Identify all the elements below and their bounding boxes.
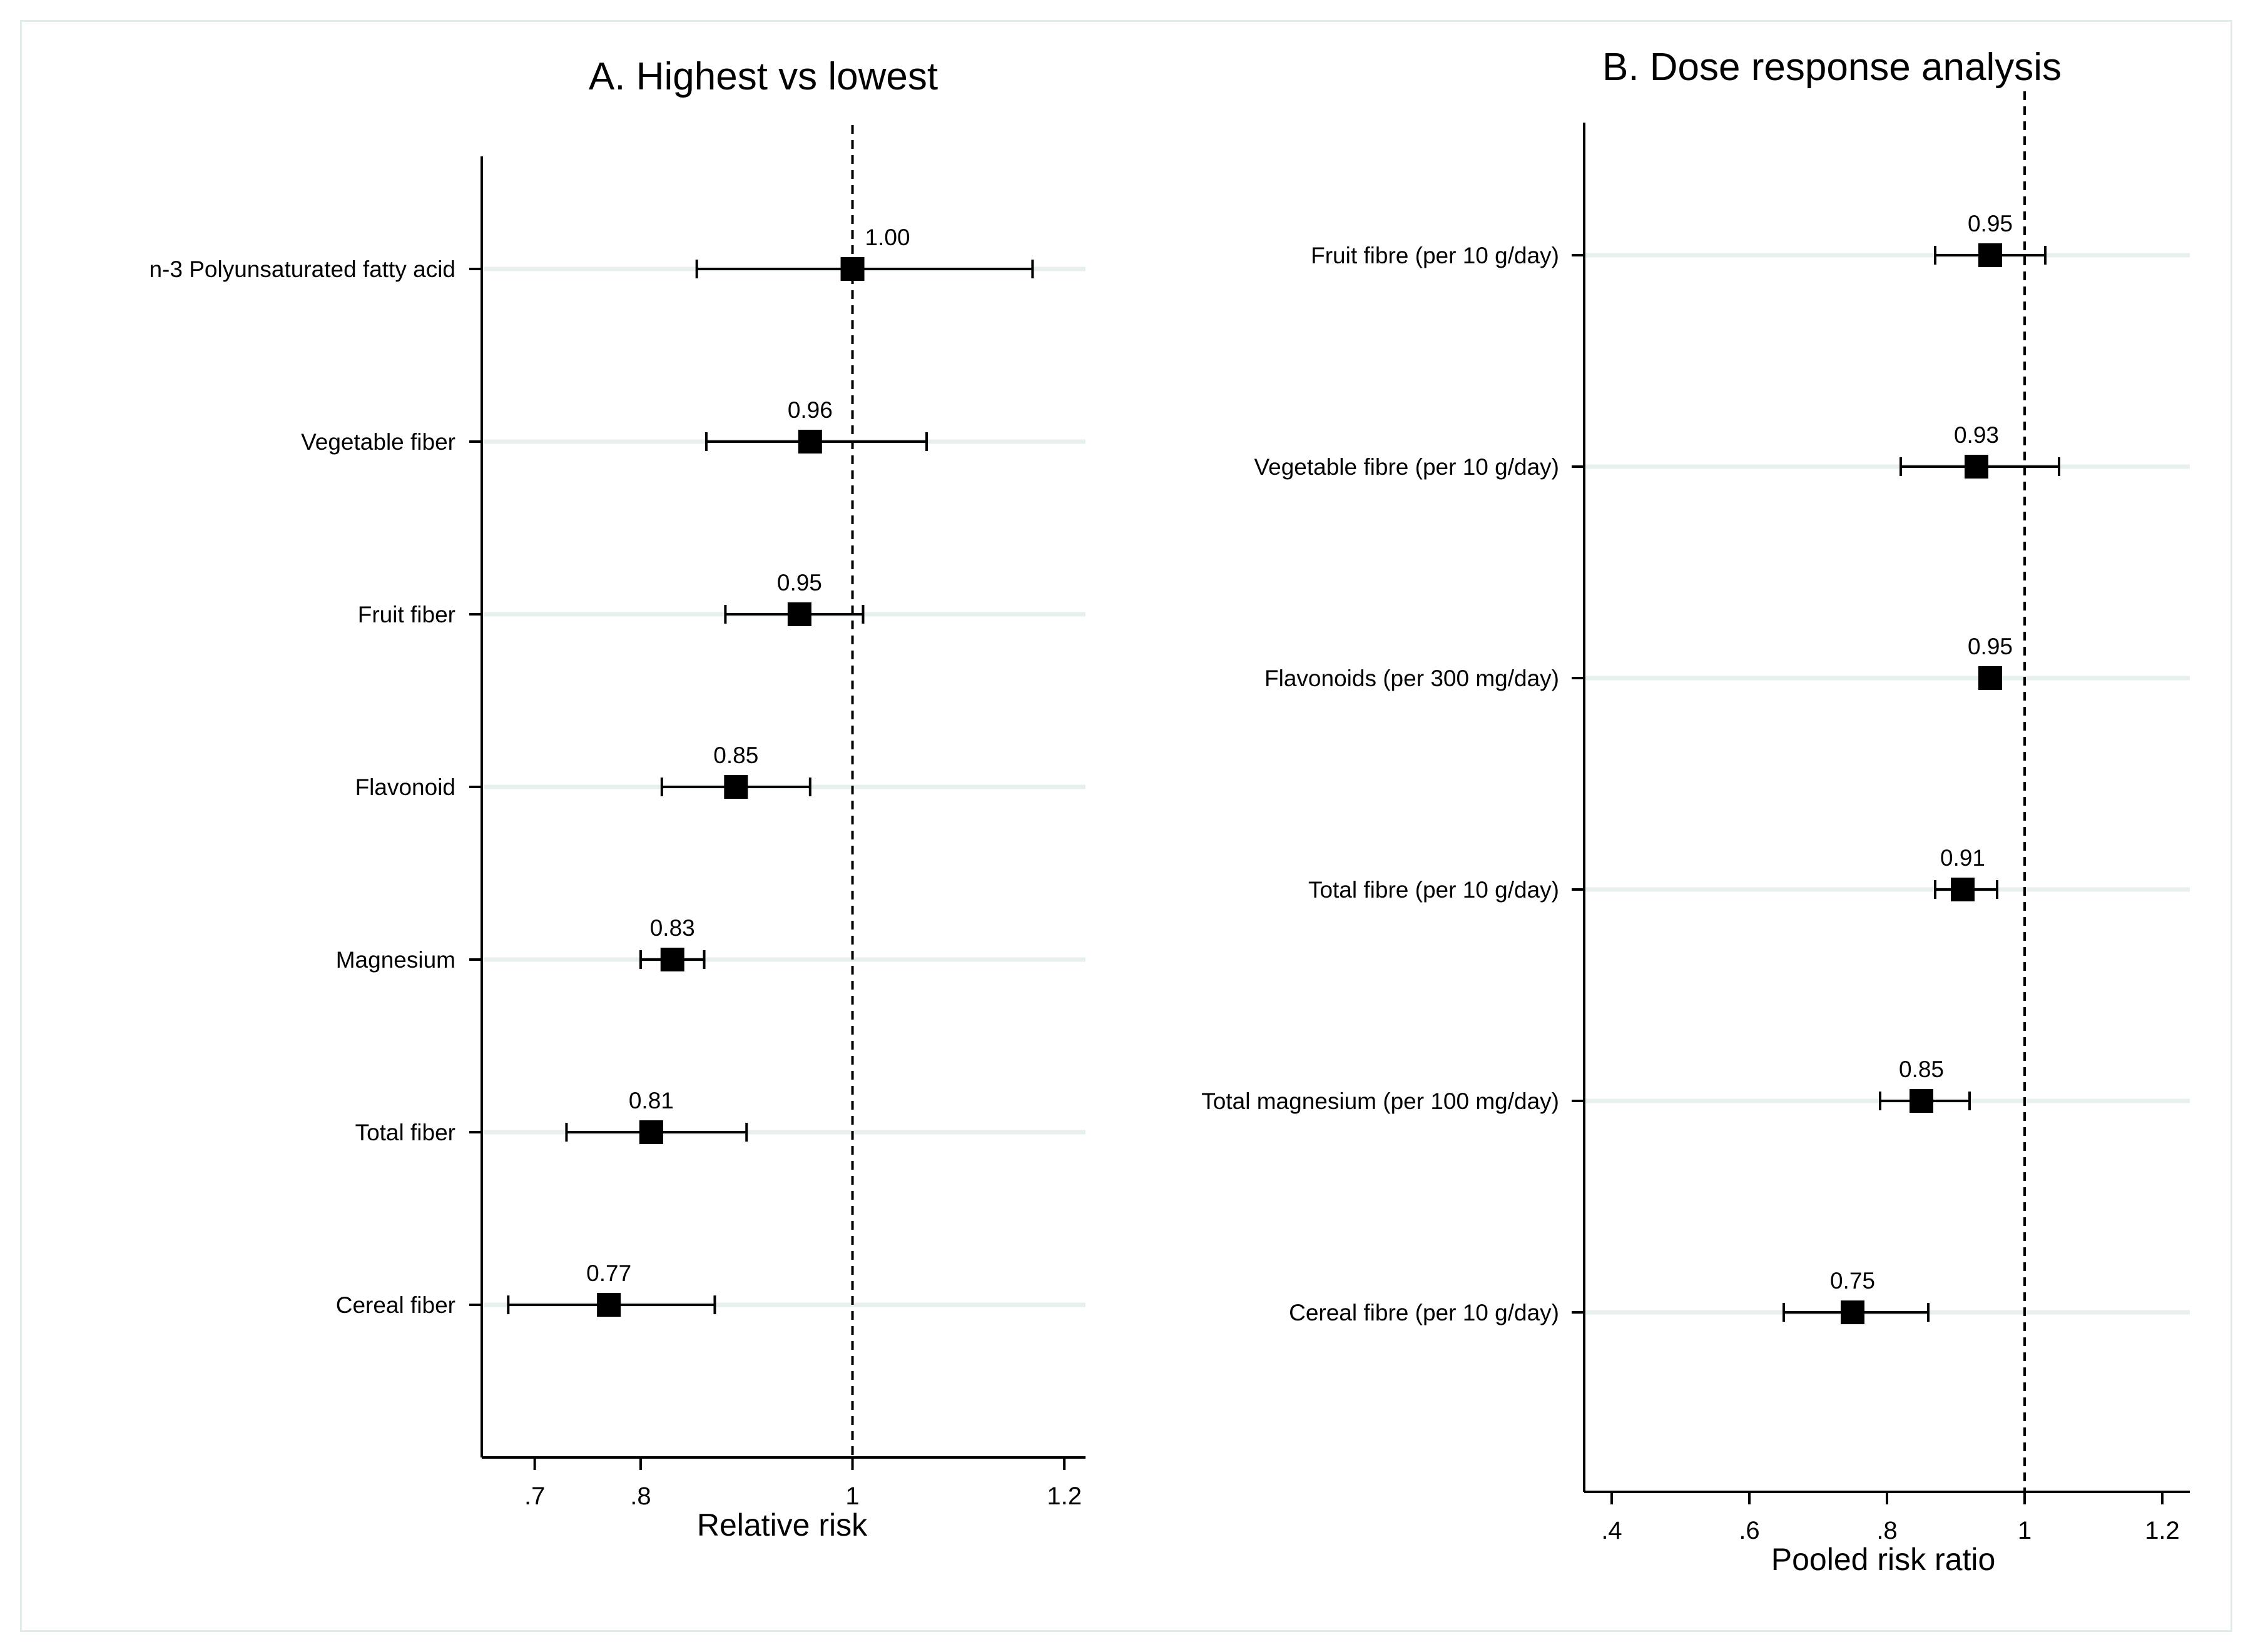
panel-b-row-label: Fruit fibre (per 10 g/day)	[1311, 243, 1559, 268]
panel-a-point-estimate	[660, 948, 684, 971]
panel-b-value-label: 0.95	[1968, 634, 2013, 659]
figure-frame	[20, 20, 2232, 1632]
panel-b: B. Dose response analysis Pooled risk ra…	[1201, 46, 2190, 1577]
panel-a-point-estimate	[840, 257, 865, 281]
panel-b-row-label: Total magnesium (per 100 mg/day)	[1201, 1088, 1559, 1114]
panel-a-value-label: 0.95	[777, 570, 822, 595]
panel-a-title: A. Highest vs lowest	[589, 55, 938, 98]
panel-b-row-label: Cereal fibre (per 10 g/day)	[1289, 1300, 1559, 1325]
panel-b-row-label: Vegetable fibre (per 10 g/day)	[1254, 454, 1560, 480]
panel-a-value-label: 0.83	[650, 915, 695, 941]
panel-a: A. Highest vs lowest Relative risk .7 .8 1…	[149, 55, 1086, 1543]
panel-b-x-tick-label: .4	[1601, 1517, 1622, 1544]
panel-a-point-estimate	[798, 430, 822, 454]
panel-b-row-label: Total fibre (per 10 g/day)	[1308, 877, 1559, 903]
panel-a-x-tick-label: 1.2	[1047, 1482, 1082, 1510]
panel-b-x-tick-label: 1.2	[2145, 1517, 2180, 1544]
panel-a-point-estimate	[724, 775, 748, 799]
panel-a-row-label: Vegetable fiber	[301, 429, 455, 455]
panel-a-value-label: 1.00	[865, 225, 910, 250]
panel-a-x-axis-label: Relative risk	[697, 1508, 868, 1543]
panel-a-row-label: Total fiber	[355, 1120, 455, 1145]
panel-a-value-label: 0.96	[788, 397, 833, 423]
panel-b-value-label: 0.91	[1940, 845, 1985, 871]
panel-a-point-estimate	[787, 602, 811, 626]
panel-a-row-label: Fruit fiber	[358, 602, 455, 627]
panel-b-point-estimate	[1978, 243, 2002, 267]
panel-b-value-label: 0.95	[1968, 211, 2013, 236]
panel-b-point-estimate	[1910, 1089, 1933, 1113]
panel-b-x-tick-label: .6	[1739, 1517, 1759, 1544]
panel-a-row-label: Cereal fiber	[336, 1292, 455, 1318]
panel-a-point-estimate	[597, 1293, 621, 1317]
panel-a-row-label: n-3 Polyunsaturated fatty acid	[149, 256, 455, 282]
panel-a-value-label: 0.81	[629, 1088, 674, 1113]
panel-b-point-estimate	[1841, 1300, 1864, 1324]
panel-b-row-label: Flavonoids (per 300 mg/day)	[1264, 666, 1559, 691]
panel-b-point-estimate	[1951, 878, 1975, 901]
panel-b-point-estimate	[1965, 455, 1988, 479]
panel-b-x-axis-label: Pooled risk ratio	[1771, 1542, 1996, 1577]
panel-a-row-label: Flavonoid	[355, 774, 455, 800]
panel-a-value-label: 0.77	[586, 1260, 631, 1286]
panel-b-x-tick-label: 1	[2018, 1517, 2032, 1544]
panel-b-value-label: 0.93	[1954, 422, 1999, 448]
panel-b-value-label: 0.85	[1899, 1057, 1944, 1082]
panel-a-x-tick-label: .7	[524, 1482, 545, 1510]
panel-a-value-label: 0.85	[713, 742, 758, 768]
panel-b-x-tick-label: .8	[1876, 1517, 1897, 1544]
panel-b-point-estimate	[1978, 666, 2002, 690]
panel-a-x-tick-label: 1	[845, 1482, 859, 1510]
panel-b-value-label: 0.75	[1830, 1268, 1875, 1294]
panel-b-title: B. Dose response analysis	[1602, 46, 2062, 89]
panel-a-row-label: Magnesium	[336, 947, 455, 973]
panel-a-x-tick-label: .8	[630, 1482, 651, 1510]
panel-a-point-estimate	[639, 1120, 663, 1144]
